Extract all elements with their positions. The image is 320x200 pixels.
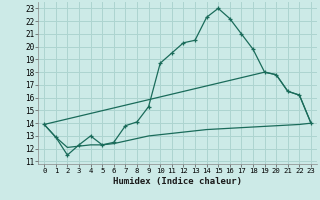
X-axis label: Humidex (Indice chaleur): Humidex (Indice chaleur) xyxy=(113,177,242,186)
